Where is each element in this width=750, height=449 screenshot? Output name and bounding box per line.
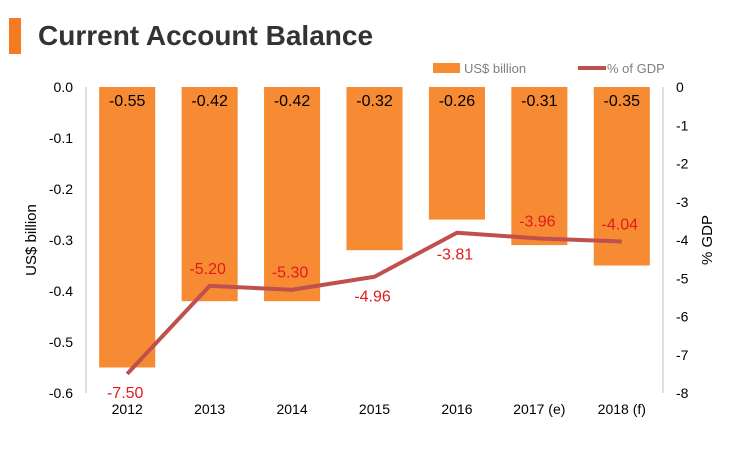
bar — [428, 87, 485, 220]
line-value-label: -3.81 — [437, 247, 474, 264]
legend-bar-label: US$ billion — [464, 61, 526, 76]
bar-value-label: -0.35 — [604, 93, 641, 110]
bar-value-label: -0.42 — [191, 93, 228, 110]
bar-series: -0.55 -0.42 -0.42 -0.32 -0.26 -0.31 -0.35 — [99, 87, 650, 368]
right-tick-label: -4 — [676, 232, 689, 248]
left-tick-label: -0.6 — [49, 385, 73, 401]
bar-value-label: -0.42 — [274, 93, 311, 110]
right-tick-label: -8 — [676, 385, 689, 401]
line-value-label: -4.04 — [602, 217, 639, 234]
x-tick-label: 2016 — [441, 401, 472, 417]
right-tick-label: -3 — [676, 194, 689, 210]
bar — [511, 87, 568, 246]
bar — [264, 87, 321, 302]
left-tick-label: 0.0 — [54, 79, 74, 95]
x-tick-label: 2017 (e) — [513, 401, 565, 417]
line-value-label: -4.96 — [354, 289, 391, 306]
x-tick-label: 2013 — [194, 401, 225, 417]
x-tick-label: 2014 — [276, 401, 307, 417]
bar — [346, 87, 403, 251]
gdp-line — [125, 230, 622, 376]
page-title: Current Account Balance — [38, 20, 374, 51]
bar-value-label: -0.32 — [356, 93, 393, 110]
x-tick-label: 2015 — [359, 401, 390, 417]
right-tick-label: -5 — [676, 270, 689, 286]
bar-value-label: -0.55 — [109, 93, 146, 110]
line-value-label: -5.30 — [272, 265, 309, 282]
bar — [593, 87, 650, 266]
left-tick-label: -0.1 — [49, 130, 73, 146]
line-value-label: -3.96 — [519, 213, 556, 230]
y2-axis-label: % GDP — [699, 215, 716, 265]
bar — [99, 87, 156, 368]
right-tick-label: -1 — [676, 117, 689, 133]
x-tick-label: 2012 — [112, 401, 143, 417]
left-tick-label: -0.4 — [49, 283, 73, 299]
x-axis: 2012 2013 2014 2015 2016 2017 (e) 2018 (f) — [112, 401, 646, 417]
legend-bar-swatch — [433, 63, 460, 73]
right-tick-label: -2 — [676, 156, 689, 172]
right-tick-label: 0 — [676, 79, 684, 95]
right-tick-label: -6 — [676, 309, 689, 325]
left-tick-label: -0.2 — [49, 181, 73, 197]
line-series: -7.50 -5.20 -5.30 -4.96 -3.81 -3.96 -4.04 — [107, 213, 638, 401]
bar — [181, 87, 238, 302]
legend-line-label: % of GDP — [607, 61, 665, 76]
line-value-label: -5.20 — [189, 261, 226, 278]
right-axis: 0 -1 -2 -3 -4 -5 -6 -7 -8 — [662, 79, 689, 401]
title-accent-bar — [9, 18, 21, 54]
bar-value-label: -0.26 — [439, 93, 476, 110]
left-axis: 0.0 -0.1 -0.2 -0.3 -0.4 -0.5 -0.6 — [49, 79, 87, 401]
bar-value-label: -0.31 — [521, 93, 558, 110]
x-tick-label: 2018 (f) — [598, 401, 646, 417]
legend: US$ billion % of GDP — [433, 61, 665, 76]
y-axis-label: US$ billion — [23, 204, 40, 276]
left-tick-label: -0.3 — [49, 232, 73, 248]
right-tick-label: -7 — [676, 347, 689, 363]
line-value-label: -7.50 — [107, 385, 144, 402]
left-tick-label: -0.5 — [49, 334, 73, 350]
